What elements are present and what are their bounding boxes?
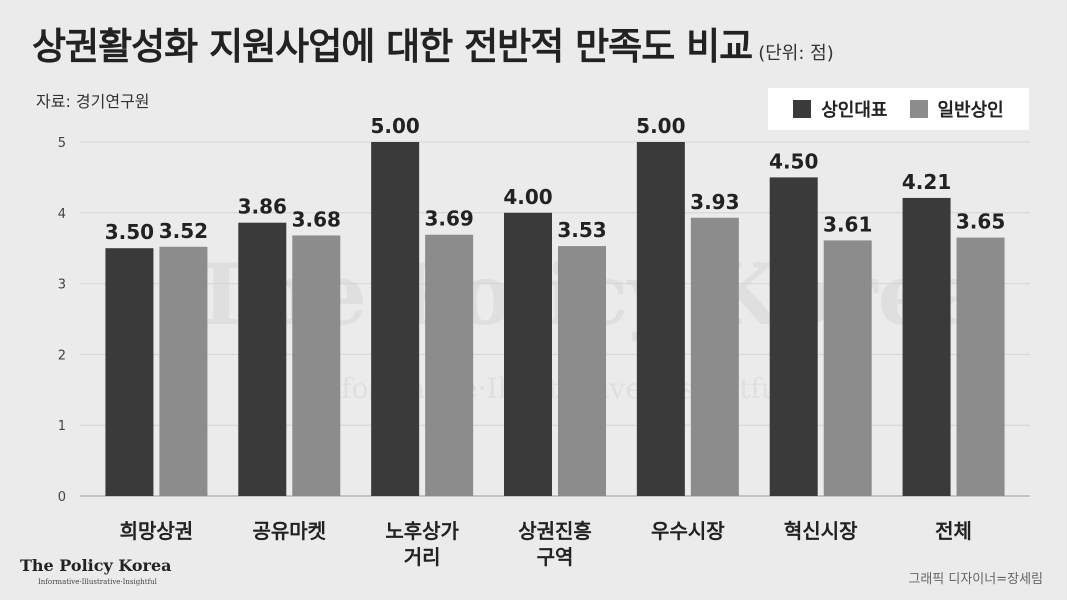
y-tick-label: 5	[58, 136, 66, 151]
legend-item-series-1: 상인대표	[793, 96, 888, 122]
y-tick-label: 2	[58, 348, 66, 363]
page-title: 상권활성화 지원사업에 대한 전반적 만족도 비교 (단위: 점)	[32, 16, 834, 70]
x-tick-label-line: 전체	[935, 519, 972, 543]
x-tick-label: 상권진흥 구역	[518, 519, 592, 569]
title-text: 상권활성화 지원사업에 대한 전반적 만족도 비교	[32, 25, 753, 68]
x-tick-label-line: 상권진흥	[518, 519, 592, 543]
data-label: 3.68	[292, 207, 341, 231]
x-tick-label: 노후상가 거리	[385, 519, 459, 569]
x-tick-label: 혁신시장	[784, 519, 858, 543]
data-label: 3.86	[238, 195, 287, 219]
bar-2	[956, 237, 1005, 496]
bar-2	[292, 235, 341, 496]
x-tick-label-line: 구역	[537, 545, 574, 569]
bar-1	[105, 248, 154, 496]
data-label: 4.21	[902, 170, 951, 194]
bar-1	[769, 177, 818, 496]
data-label: 3.50	[105, 220, 154, 244]
bar-2	[159, 246, 208, 496]
source-label: 자료: 경기연구원	[36, 92, 150, 111]
x-tick-label: 우수시장	[651, 519, 725, 543]
data-label: 5.00	[370, 114, 419, 138]
x-tick-label-line: 희망상권	[120, 519, 194, 543]
x-tick-label: 희망상권	[120, 519, 194, 543]
data-label: 3.52	[159, 219, 208, 243]
data-label: 3.69	[424, 207, 473, 231]
bar-2	[558, 246, 606, 496]
bar-1	[902, 197, 951, 496]
y-tick-label: 1	[58, 419, 66, 434]
bar-1	[238, 222, 287, 496]
logo: The Policy Korea	[20, 556, 172, 575]
x-tick-label-line: 노후상가	[385, 519, 459, 543]
bar-1	[504, 212, 552, 497]
y-tick-label: 3	[58, 278, 66, 293]
x-tick-label-line: 혁신시장	[784, 519, 858, 543]
data-label: 4.00	[503, 185, 552, 209]
unit-label: (단위: 점)	[758, 43, 834, 64]
legend-item-series-2: 일반상인	[909, 96, 1004, 122]
x-tick-label-line: 우수시장	[651, 519, 725, 543]
x-tick-label: 공유마켓	[252, 519, 326, 543]
data-label: 3.53	[557, 218, 606, 242]
x-tick-label-line: 공유마켓	[252, 519, 326, 543]
bar-2	[823, 240, 872, 496]
legend-label-series-1: 상인대표	[821, 100, 888, 121]
designer-credit: 그래픽 디자이너=장세림	[908, 572, 1043, 587]
legend-label-series-2: 일반상인	[937, 100, 1004, 121]
bar-1	[371, 142, 420, 496]
data-label: 3.65	[956, 210, 1005, 234]
bar-2	[425, 234, 474, 497]
data-label: 3.61	[823, 212, 872, 236]
bar-2	[690, 217, 739, 497]
legend-swatch-series-2	[909, 100, 928, 118]
x-tick-label-line: 거리	[404, 545, 441, 569]
data-label: 3.93	[690, 190, 739, 214]
y-tick-label: 0	[58, 490, 66, 505]
chart-legend: 상인대표 일반상인	[768, 88, 1029, 130]
x-tick-label: 전체	[935, 519, 972, 543]
data-label: 4.50	[769, 149, 818, 173]
data-label: 5.00	[636, 114, 685, 138]
logo-tagline: Informative·Illustrative·Insightful	[38, 578, 157, 586]
bar-1	[636, 142, 685, 496]
legend-swatch-series-1	[793, 100, 812, 118]
y-tick-label: 4	[58, 207, 66, 222]
